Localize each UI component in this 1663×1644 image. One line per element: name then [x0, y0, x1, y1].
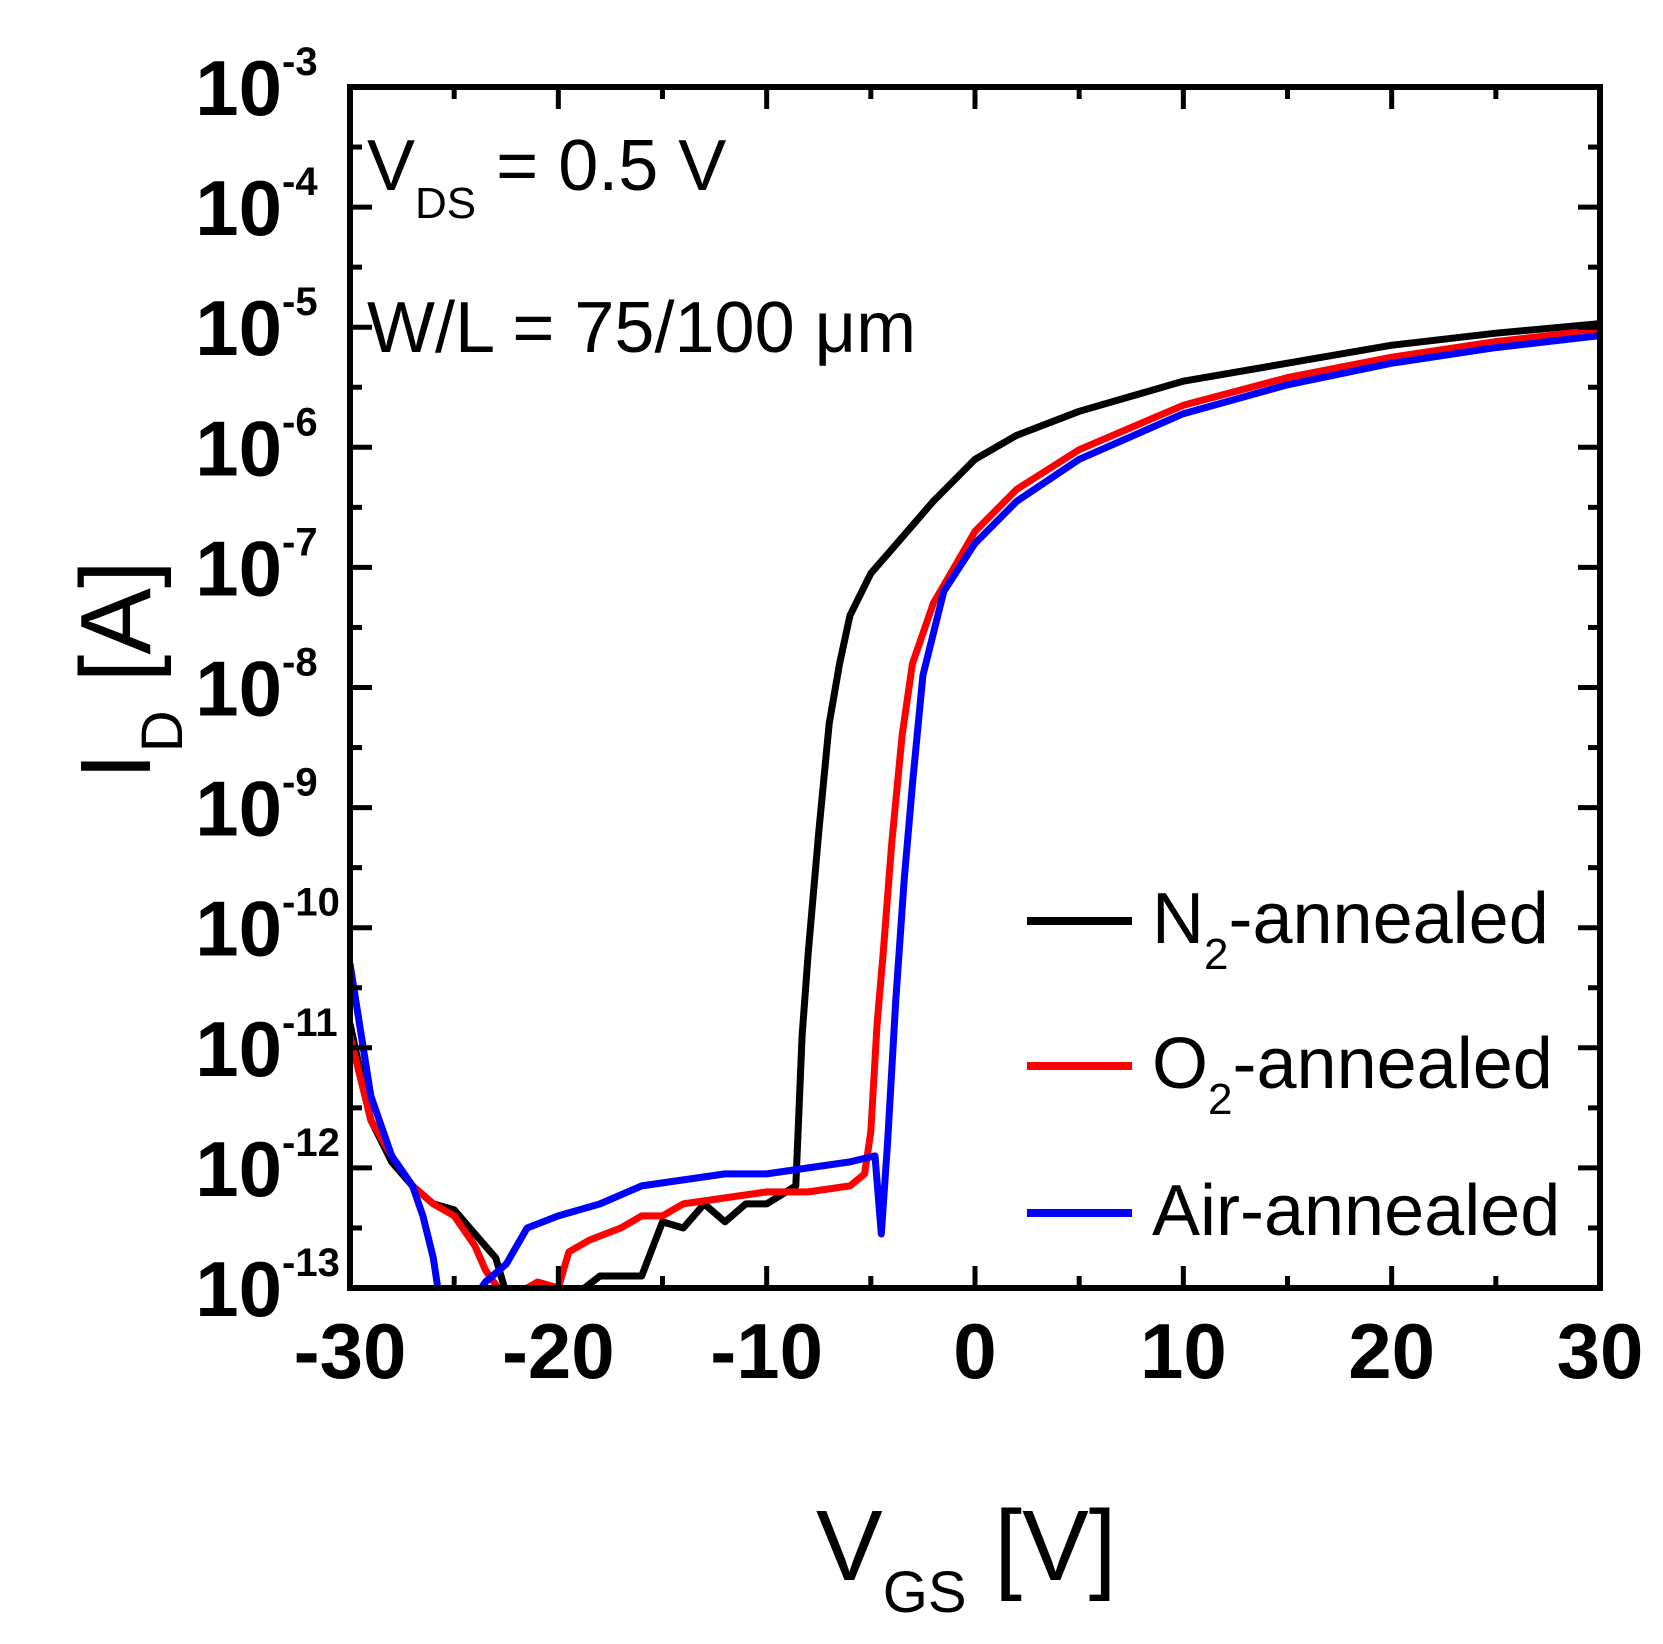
x-tick-label: 10	[1140, 1307, 1227, 1395]
y-tick-exponent: -7	[282, 520, 318, 564]
x-tick-label: -30	[294, 1307, 407, 1395]
y-tick-label: 10	[195, 44, 282, 132]
tick-layer: -30 -20 -10 0 10 20 3010-310-410-510-610-710-8…	[195, 40, 1643, 1395]
annotation-vds-rest: = 0.5 V	[476, 126, 726, 206]
series-line-0	[350, 320, 1600, 1288]
y-tick-label: 10	[195, 1125, 282, 1213]
legend-label-n2-rest: -annealed	[1228, 879, 1548, 959]
y-tick-exponent: -3	[282, 40, 318, 84]
x-axis-title-main: V	[816, 1490, 883, 1602]
x-tick-label: 0	[953, 1307, 996, 1395]
y-tick-label: 10	[195, 1245, 282, 1333]
series-line-2	[350, 332, 1600, 1288]
x-tick-label: 20	[1348, 1307, 1435, 1395]
annotation-vds-sub: DS	[415, 179, 476, 228]
x-axis-title-unit: [V]	[967, 1490, 1117, 1602]
legend: N2-annealed O2-annealed Air-annealed	[1027, 879, 1560, 1251]
x-tick-label: 30	[1557, 1307, 1644, 1395]
y-tick-label: 10	[195, 765, 282, 853]
y-tick-label: 10	[195, 1005, 282, 1093]
x-axis-title: VGS [V]	[816, 1490, 1117, 1625]
y-tick-exponent: -11	[282, 1001, 338, 1045]
plot-frame	[347, 84, 1603, 1291]
y-tick-exponent: -8	[282, 641, 318, 685]
legend-label-n2-sub: 2	[1204, 930, 1228, 979]
y-axis-title: ID [A]	[60, 560, 195, 780]
annotation-vds: VDS = 0.5 V	[367, 126, 726, 228]
y-tick-label: 10	[195, 524, 282, 612]
y-axis-title-main: I	[60, 752, 172, 780]
legend-label-o2-rest: -annealed	[1233, 1024, 1553, 1104]
legend-label-o2: O2-annealed	[1152, 1024, 1553, 1124]
plot-area: -30 -20 -10 0 10 20 3010-310-410-510-610-710-8…	[195, 40, 1643, 1395]
x-tick-label: -10	[710, 1307, 823, 1395]
legend-label-air: Air-annealed	[1152, 1171, 1560, 1251]
y-tick-exponent: -12	[282, 1121, 340, 1165]
x-tick-label: -20	[502, 1307, 615, 1395]
y-axis-title-unit: [A]	[60, 560, 172, 710]
series-layer	[350, 320, 1600, 1288]
annotation-vds-main: V	[367, 126, 415, 206]
y-tick-exponent: -9	[282, 761, 318, 805]
y-tick-label: 10	[195, 645, 282, 733]
y-axis-title-sub: D	[130, 710, 195, 752]
y-tick-exponent: -13	[282, 1241, 340, 1285]
legend-label-n2-main: N	[1152, 879, 1204, 959]
y-tick-exponent: -4	[282, 160, 318, 204]
legend-label-o2-sub: 2	[1208, 1075, 1232, 1124]
legend-label-air-main: Air-annealed	[1152, 1171, 1560, 1251]
y-tick-label: 10	[195, 885, 282, 973]
y-tick-exponent: -10	[282, 881, 340, 925]
series-line-1	[350, 326, 1600, 1288]
annotation-wl: W/L = 75/100 μm	[367, 288, 916, 368]
y-tick-exponent: -5	[282, 280, 318, 324]
y-tick-label: 10	[195, 404, 282, 492]
y-tick-exponent: -6	[282, 400, 318, 444]
y-tick-label: 10	[195, 164, 282, 252]
y-tick-label: 10	[195, 284, 282, 372]
x-axis-title-sub: GS	[883, 1560, 967, 1625]
legend-label-o2-main: O	[1152, 1024, 1208, 1104]
legend-label-n2: N2-annealed	[1152, 879, 1549, 979]
